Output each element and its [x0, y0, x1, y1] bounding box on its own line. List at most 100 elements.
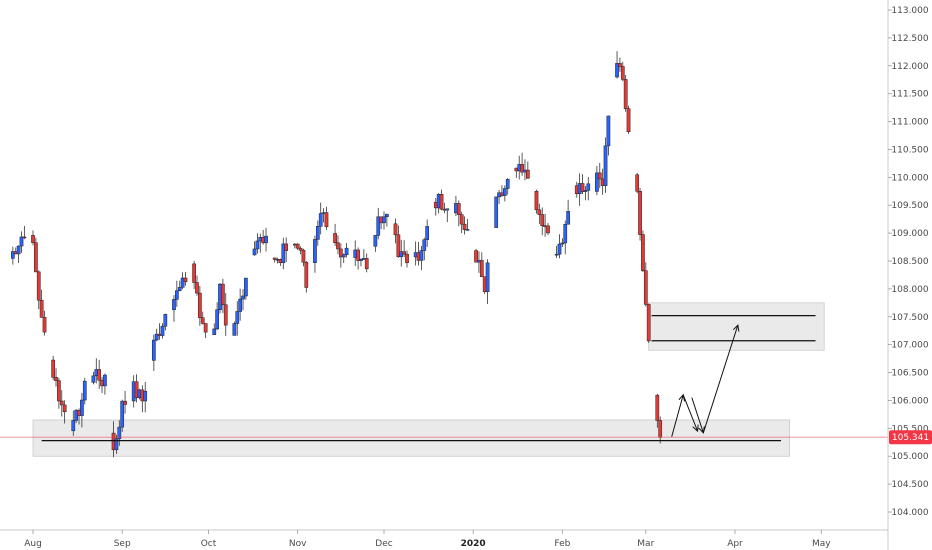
candle-body [583, 190, 588, 192]
y-tick-label: 105.000 [891, 452, 928, 462]
candle-body [160, 325, 165, 336]
candle-body [22, 236, 27, 239]
candle-body [626, 108, 631, 133]
x-axis-ticks: Aug Sep Oct Nov Dec 2020 Feb Mar Apr May [24, 530, 831, 549]
y-tick-label: 109.000 [891, 229, 928, 239]
candle-body [658, 420, 663, 438]
candle-body [520, 164, 524, 173]
candle-body [393, 223, 398, 236]
candle-body [597, 172, 602, 180]
candle-body [445, 208, 450, 211]
candle-body [215, 309, 219, 330]
candle-body [91, 375, 96, 383]
candle-body [635, 174, 640, 192]
y-tick-label: 112.000 [891, 62, 928, 72]
candle-body [603, 145, 608, 186]
candle-body [646, 304, 651, 342]
axes-layer [0, 0, 889, 550]
candle-body [39, 299, 44, 318]
candle-body [419, 250, 424, 261]
candle-body [154, 333, 159, 341]
candle-body [382, 216, 386, 224]
candle-body [638, 191, 642, 235]
x-tick-label: Apr [727, 539, 743, 549]
candle-body [595, 172, 599, 192]
candle-body [456, 203, 461, 215]
candle-body [385, 213, 389, 218]
candle-body [422, 239, 427, 251]
x-tick-label: Oct [201, 539, 217, 549]
y-tick-label: 111.000 [891, 118, 928, 128]
candle-body [221, 283, 225, 306]
candle-body [356, 249, 360, 261]
candle-body [534, 190, 539, 211]
y-tick-label: 110.500 [891, 145, 928, 155]
x-tick-label: Feb [554, 539, 570, 549]
x-tick-label: Dec [375, 539, 392, 549]
candle-body [51, 359, 55, 378]
candle-body [264, 235, 268, 244]
candle-body [19, 236, 24, 247]
y-tick-label: 106.500 [891, 369, 928, 379]
y-tick-label: 108.500 [891, 257, 928, 267]
projection-arrow-3 [691, 397, 704, 433]
candle-body [405, 253, 409, 264]
candle-body [439, 193, 444, 210]
candle-body [623, 79, 628, 109]
candle-body [114, 438, 119, 451]
y-tick-label: 110.000 [891, 173, 928, 183]
y-tick-label: 104.000 [891, 508, 928, 518]
candle-body [557, 243, 562, 255]
candle-body [474, 250, 478, 263]
projection-arrow-2 [682, 394, 697, 431]
candle-body [244, 277, 248, 297]
candle-body [177, 287, 182, 291]
candle-body [180, 277, 185, 288]
candle-body [459, 214, 464, 225]
candle-body [333, 233, 337, 244]
candle-body [546, 225, 550, 234]
candle-body [655, 394, 660, 421]
candle-body [238, 298, 242, 312]
candle-body [465, 229, 470, 231]
candle-body [80, 399, 84, 416]
candle-body [71, 420, 76, 432]
candle-body [505, 179, 510, 189]
candle-body [272, 257, 277, 260]
candle-body [586, 183, 591, 191]
x-tick-label: Nov [289, 539, 307, 549]
candle-body [304, 262, 309, 288]
candle-body [151, 339, 156, 361]
candle-body [359, 259, 363, 261]
candle-body [462, 223, 467, 230]
projection-arrow-4 [702, 325, 738, 433]
x-tick-label: May [812, 539, 831, 549]
candle-body [336, 242, 340, 250]
candle-body [618, 63, 622, 67]
candle-body [620, 66, 625, 80]
arrows-layer [671, 325, 738, 437]
x-tick-label: 2020 [461, 539, 486, 549]
candle-body [295, 243, 300, 249]
y-tick-label: 108.000 [891, 285, 928, 295]
candle-body [540, 214, 545, 227]
current-price-badge: 105.341 [889, 430, 932, 445]
candle-body [172, 299, 176, 311]
candle-body [241, 295, 245, 300]
y-tick-label: 104.500 [891, 480, 928, 490]
y-tick-label: 106.000 [891, 396, 928, 406]
candle-body [198, 292, 202, 318]
candle-body [195, 282, 199, 294]
candle-body [11, 251, 15, 259]
price-badge-bg [889, 430, 932, 445]
candle-body [641, 234, 645, 271]
candle-body [31, 235, 35, 243]
candle-body [402, 251, 406, 255]
y-tick-label: 105.500 [891, 424, 928, 434]
candle-body [364, 258, 369, 270]
candle-body [341, 254, 346, 258]
candle-body [298, 247, 303, 251]
candle-body [606, 115, 611, 147]
levels-layer [41, 315, 816, 442]
